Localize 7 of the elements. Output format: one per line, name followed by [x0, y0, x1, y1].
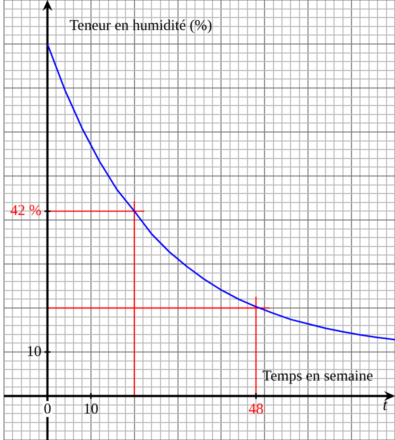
y-tick-label: 42 % [10, 203, 42, 220]
x-axis-title: t [382, 397, 388, 414]
x-tick-label: 0 [44, 401, 52, 418]
y-axis-title: Teneur en humidité (%) [69, 18, 212, 34]
x-tick-label: 48 [248, 401, 264, 418]
x-tick-label: 10 [83, 401, 98, 418]
annotation: Temps en semaine [262, 368, 374, 384]
